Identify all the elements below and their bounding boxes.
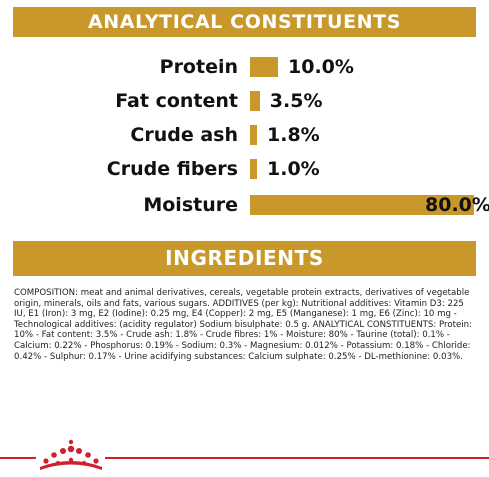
constituent-bar [250, 159, 257, 179]
constituent-value: 1.0% [267, 158, 320, 180]
constituent-value: 10.0% [288, 56, 354, 78]
constituent-row: Crude ash 1.8% [0, 123, 489, 147]
analytical-constituents-banner: ANALYTICAL CONSTITUENTS [13, 7, 476, 37]
constituent-value: 1.8% [267, 124, 320, 146]
constituent-row: Protein 10.0% [0, 55, 489, 79]
constituent-bar [250, 57, 278, 77]
constituent-label: Protein [159, 56, 238, 78]
constituent-label: Fat content [115, 90, 238, 112]
constituent-label: Crude fibers [106, 158, 238, 180]
crown-logo-icon [40, 439, 102, 470]
constituent-row: Crude fibers 1.0% [0, 157, 489, 181]
constituent-label: Crude ash [130, 124, 238, 146]
constituent-row: Fat content 3.5% [0, 89, 489, 113]
constituent-bar [250, 91, 260, 111]
constituent-bar [250, 195, 474, 215]
constituent-value: 3.5% [269, 90, 323, 112]
composition-text: COMPOSITION: meat and animal derivatives… [14, 288, 473, 362]
footer-rule-right [105, 457, 489, 459]
constituent-row: Moisture 80.0% [0, 193, 489, 217]
constituent-label: Moisture [143, 194, 238, 216]
constituent-bar [250, 125, 257, 145]
ingredients-banner: INGREDIENTS [13, 241, 476, 276]
constituent-value: 80.0% [425, 194, 489, 216]
footer-rule-left [0, 457, 36, 459]
